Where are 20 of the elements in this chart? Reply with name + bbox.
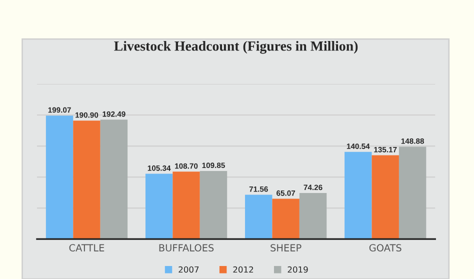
bar: [200, 170, 228, 240]
bar: [272, 198, 300, 240]
x-tick-label: CATTLE: [69, 244, 104, 252]
bar: [100, 120, 128, 240]
bar: [299, 193, 327, 240]
bar: [372, 155, 399, 240]
x-tick-label: SHEEP: [270, 244, 302, 252]
bar: [46, 116, 74, 240]
x-tick-label: BUFFALOES: [159, 244, 214, 252]
bar: [398, 146, 426, 240]
x-tick-label: GOATS: [369, 244, 402, 252]
bar: [145, 174, 173, 240]
chart-title: Livestock Headcount (Figures in Million): [114, 41, 358, 54]
bar: [344, 152, 372, 240]
bar: [73, 120, 100, 240]
legend-label: 2007: [178, 266, 199, 273]
bar: [172, 172, 200, 240]
bar: [245, 194, 272, 240]
legend-label: 2012: [233, 266, 254, 273]
legend-label: 2019: [288, 266, 308, 273]
